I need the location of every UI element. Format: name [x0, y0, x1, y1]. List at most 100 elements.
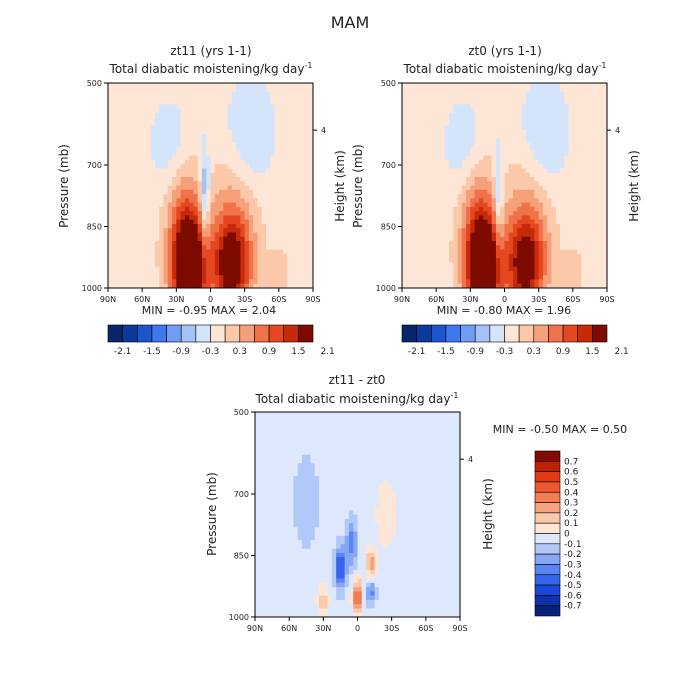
heatmap-cell [602, 241, 608, 246]
heatmap-cell [272, 441, 277, 447]
heatmap-cell [263, 463, 269, 468]
heatmap-cell [167, 266, 173, 272]
heatmap-cell [534, 258, 540, 263]
panel-subtitle: Total diabatic moistening/kg day-1 [109, 61, 313, 76]
heatmap-cell [517, 228, 522, 233]
heatmap-cell [150, 155, 156, 161]
heatmap-cell [154, 100, 160, 105]
heatmap-cell [272, 424, 277, 430]
heatmap-cell [129, 104, 135, 110]
heatmap-cell [598, 245, 604, 250]
panel-subtitle: Total diabatic moistening/kg day-1 [255, 391, 459, 406]
heatmap-cell [466, 147, 471, 152]
heatmap-cell [206, 95, 211, 101]
heatmap-cell [466, 283, 471, 289]
heatmap-cell [410, 138, 416, 144]
heatmap-cell [551, 275, 557, 280]
heatmap-cell [176, 189, 181, 195]
heatmap-cell [564, 91, 569, 97]
heatmap-cell [248, 91, 254, 97]
heatmap-cell [568, 95, 574, 101]
heatmap-cell [255, 437, 260, 443]
heatmap-cell [274, 168, 280, 174]
heatmap-cell [478, 228, 484, 233]
heatmap-cell [257, 83, 263, 88]
heatmap-cell [206, 147, 211, 152]
heatmap-cell [598, 185, 604, 191]
heatmap-cell [206, 181, 211, 186]
heatmap-cell [431, 202, 437, 208]
heatmap-cell [585, 181, 591, 186]
heatmap-cell [223, 202, 228, 208]
heatmap-cell [585, 241, 591, 246]
heatmap-cell [267, 493, 273, 498]
heatmap-cell [525, 241, 531, 246]
heatmap-cell [210, 215, 216, 221]
heatmap-cell [116, 151, 122, 156]
heatmap-cell [270, 262, 275, 268]
heatmap-cell [108, 266, 113, 272]
heatmap-cell [440, 87, 446, 92]
heatmap-cell [436, 112, 441, 118]
heatmap-cell [223, 206, 228, 212]
heatmap-cell [448, 262, 454, 268]
y-tick-label: 700 [87, 161, 102, 170]
heatmap-cell [431, 181, 437, 186]
heatmap-cell [448, 164, 454, 169]
heatmap-cell [487, 129, 493, 135]
heatmap-cell [257, 155, 263, 161]
heatmap-cell [236, 262, 241, 268]
heatmap-cell [257, 172, 263, 178]
heatmap-cell [197, 245, 203, 250]
heatmap-cell [167, 129, 173, 135]
heatmap-cell [197, 164, 203, 169]
heatmap-cell [534, 219, 540, 225]
heatmap-cell [453, 172, 458, 178]
heatmap-cell [137, 83, 143, 88]
heatmap-cell [598, 279, 604, 285]
heatmap-cell [577, 266, 582, 272]
heatmap-cell [585, 83, 591, 88]
heatmap-cell [500, 117, 505, 122]
heatmap-cell [585, 275, 591, 280]
heatmap-cell [478, 91, 484, 97]
heatmap-cell [517, 194, 522, 199]
heatmap-cell [274, 215, 280, 221]
heatmap-cell [193, 270, 199, 276]
heatmap-cell [589, 168, 595, 174]
heatmap-cell [133, 151, 139, 156]
heatmap-cell [504, 168, 510, 174]
heatmap-cell [276, 518, 282, 524]
heatmap-cell [444, 181, 450, 186]
heatmap-cell [227, 117, 233, 122]
heatmap-cell [495, 155, 501, 161]
heatmap-cell [167, 172, 173, 178]
heatmap-cell [201, 258, 207, 263]
heatmap-cell [555, 87, 561, 92]
heatmap-cell [483, 181, 488, 186]
heatmap-cell [291, 232, 297, 238]
heatmap-cell [470, 125, 475, 131]
heatmap-cell [283, 236, 288, 242]
heatmap-cell [589, 266, 595, 272]
heatmap-cell [517, 172, 522, 178]
heatmap-cell [266, 125, 271, 131]
heatmap-cell [266, 87, 271, 92]
heatmap-cell [112, 236, 117, 242]
heatmap-cell [125, 279, 130, 285]
heatmap-cell [231, 138, 237, 144]
heatmap-cell [598, 121, 604, 127]
heatmap-cell [427, 138, 433, 144]
heatmap-cell [517, 142, 522, 148]
heatmap-cell [259, 429, 264, 434]
heatmap-cell [525, 129, 531, 135]
heatmap-cell [193, 215, 199, 221]
heatmap-cell [461, 91, 467, 97]
heatmap-cell [530, 112, 535, 118]
heatmap-cell [176, 215, 181, 221]
heatmap-cell [525, 87, 531, 92]
heatmap-cell [263, 454, 269, 460]
heatmap-cell [402, 151, 407, 156]
heatmap-cell [308, 100, 314, 105]
heatmap-cell [466, 100, 471, 105]
